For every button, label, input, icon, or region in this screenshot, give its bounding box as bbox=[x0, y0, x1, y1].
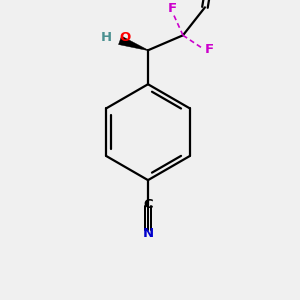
Text: F: F bbox=[204, 43, 214, 56]
Text: N: N bbox=[142, 226, 154, 240]
Text: C: C bbox=[143, 198, 153, 211]
Polygon shape bbox=[118, 36, 148, 51]
Text: F: F bbox=[167, 2, 176, 15]
Text: O: O bbox=[119, 31, 130, 44]
Text: H: H bbox=[101, 31, 112, 44]
